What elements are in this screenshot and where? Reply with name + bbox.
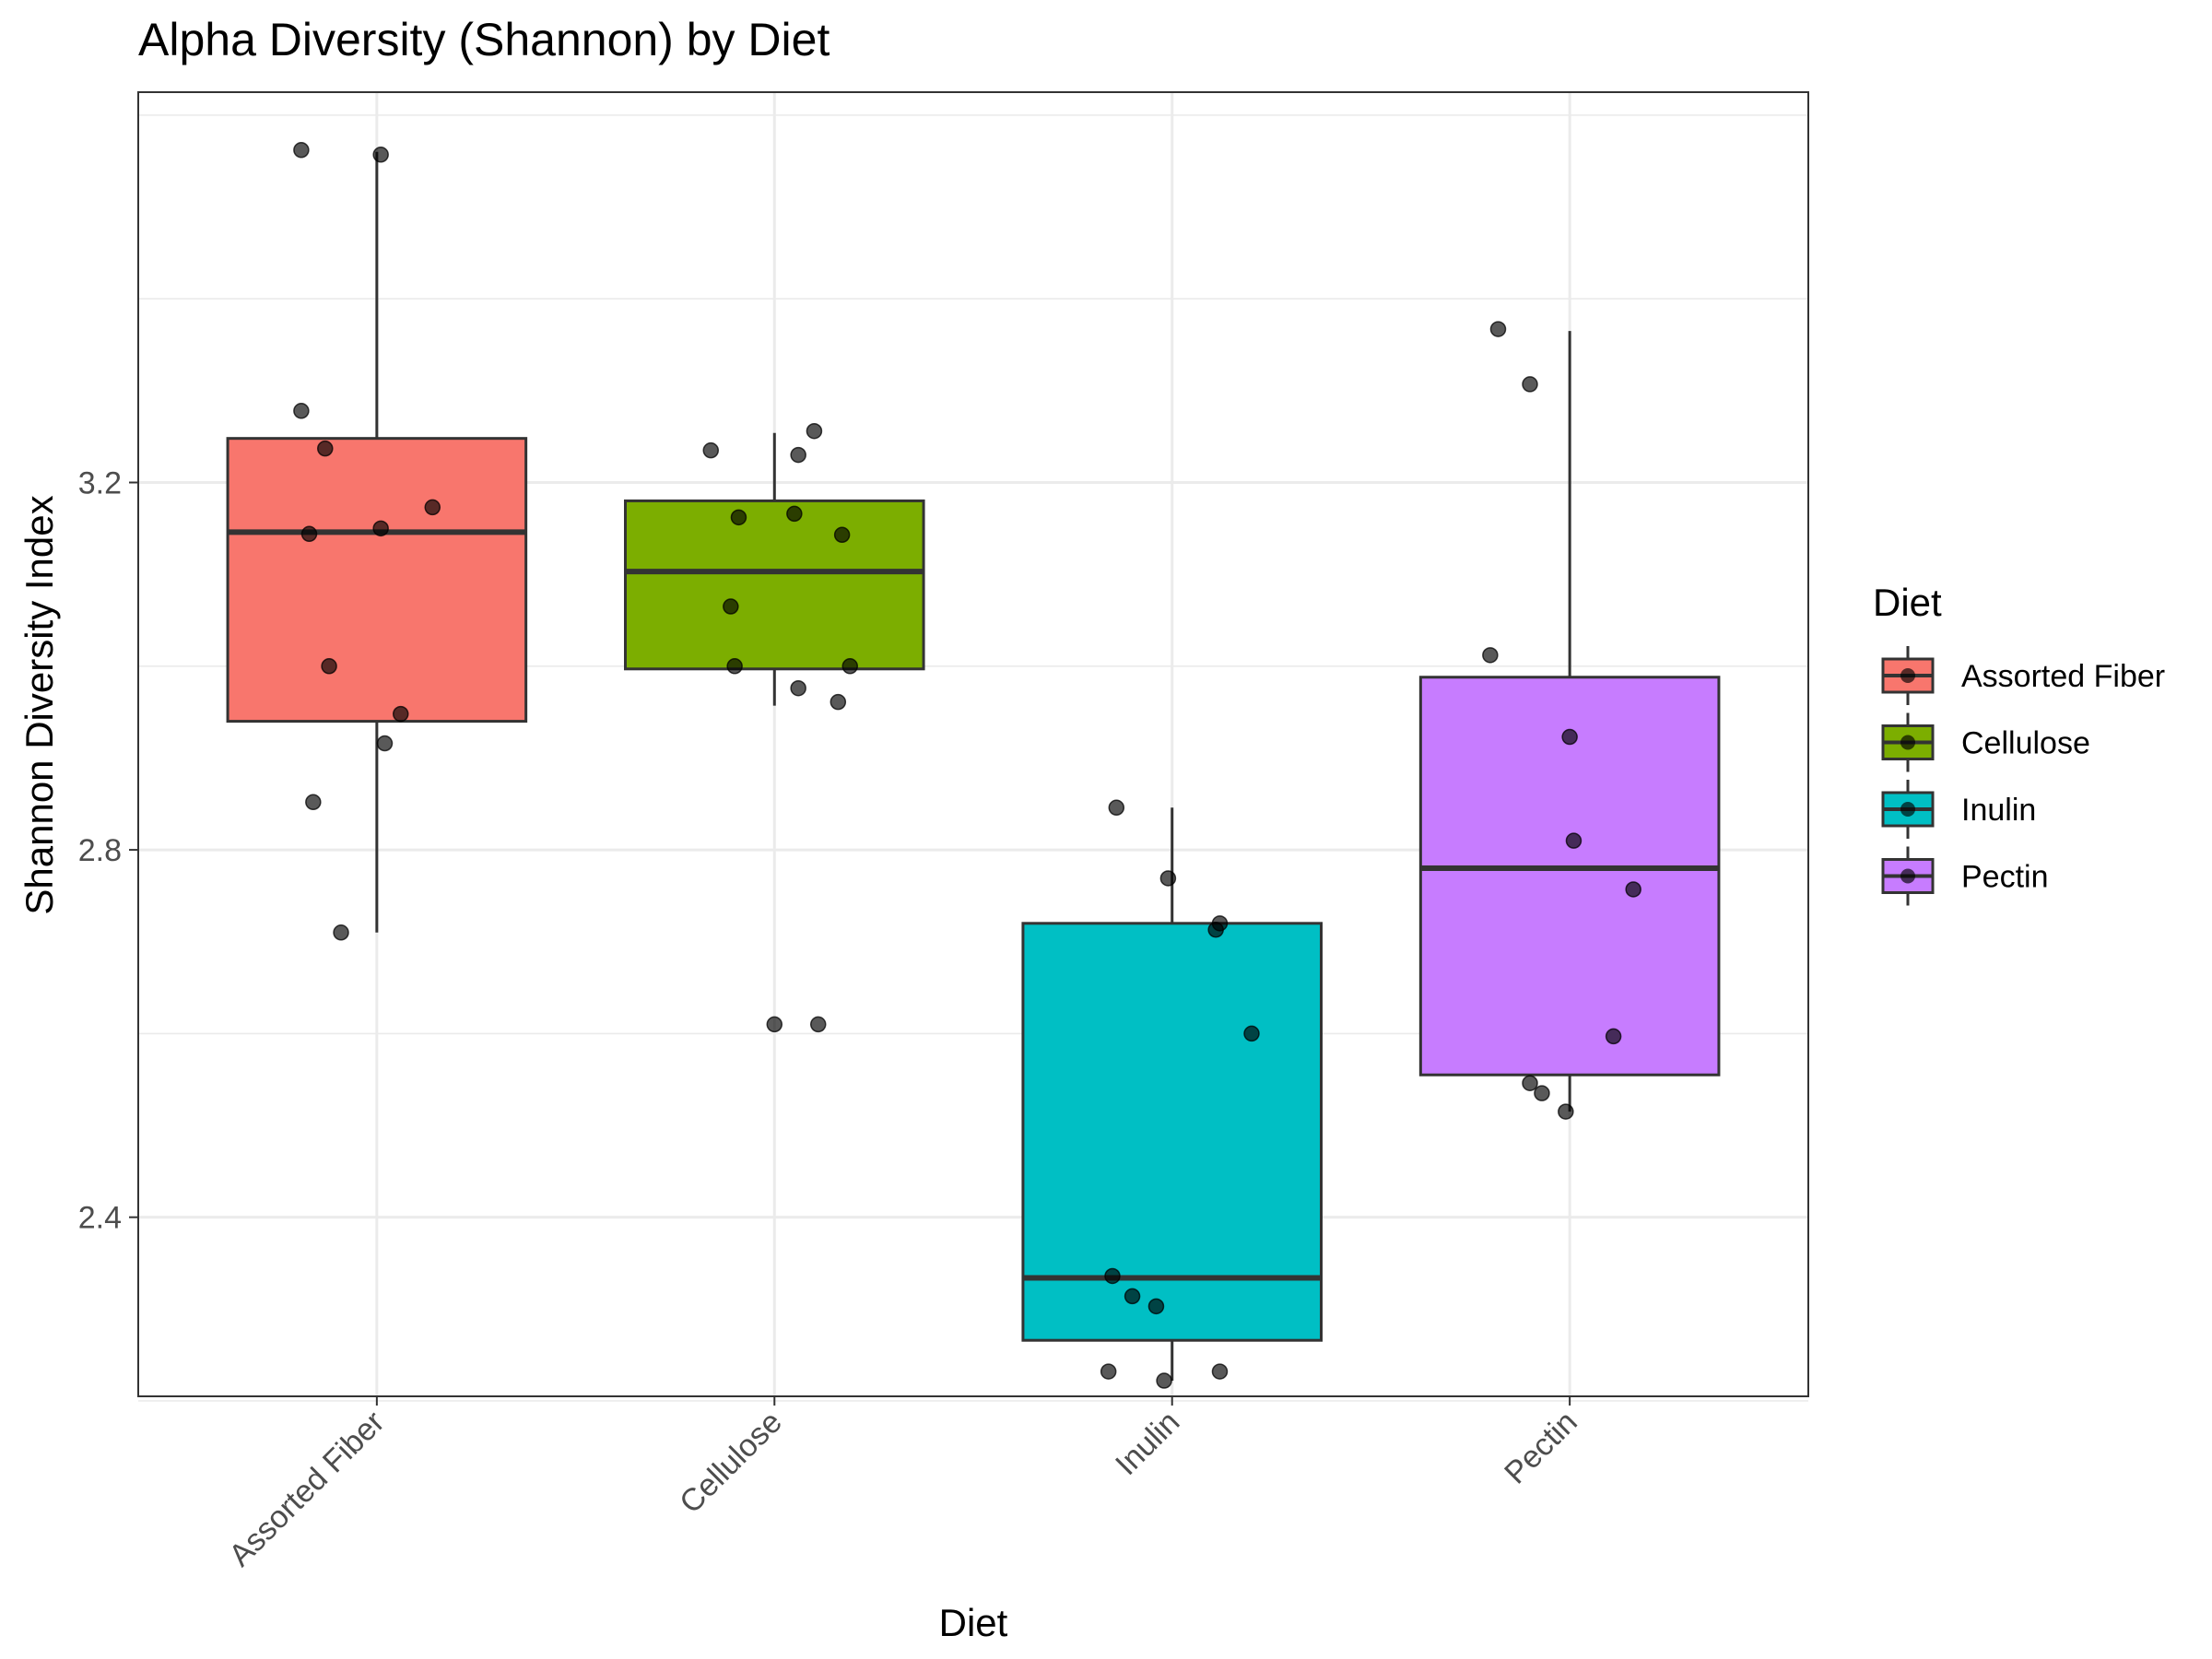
data-point <box>293 142 310 159</box>
legend-key-point <box>1900 668 1915 683</box>
x-axis-title: Diet <box>939 1601 1008 1644</box>
data-point <box>830 693 847 711</box>
legend-item: Assorted Fiber <box>1881 646 2165 705</box>
legend-key-point <box>1900 868 1915 884</box>
legend-title: Diet <box>1873 581 1942 624</box>
data-point <box>305 794 322 811</box>
data-point <box>790 679 806 697</box>
box-iqr <box>624 499 925 671</box>
data-points <box>293 142 1641 1389</box>
legend-label: Cellulose <box>1961 726 2090 761</box>
data-point <box>1124 1288 1141 1305</box>
data-point <box>841 658 859 675</box>
data-point <box>1558 1103 1574 1120</box>
box-iqr <box>226 437 528 724</box>
data-point <box>806 422 823 440</box>
box-iqr <box>1021 922 1324 1342</box>
data-point <box>1243 1025 1260 1042</box>
x-tick-label: Inulin <box>1109 1405 1186 1482</box>
y-tick-label: 2.8 <box>78 833 122 868</box>
data-point <box>372 520 389 537</box>
legend-item: Cellulose <box>1881 712 2090 772</box>
y-axis-title: Shannon Diversity Index <box>18 495 61 914</box>
x-tick-label: Cellulose <box>673 1405 789 1521</box>
x-tick-label: Pectin <box>1498 1405 1584 1491</box>
data-point <box>766 1016 783 1033</box>
data-point <box>1211 1363 1229 1380</box>
data-point <box>1565 832 1583 849</box>
y-tick-label: 2.4 <box>78 1201 122 1236</box>
data-point <box>1489 321 1507 337</box>
data-point <box>333 924 349 941</box>
data-point <box>424 499 441 516</box>
legend-item: Pectin <box>1881 846 2049 906</box>
data-point <box>790 446 806 464</box>
data-point <box>723 598 739 615</box>
data-point <box>1534 1085 1550 1101</box>
boxes <box>226 151 1721 1382</box>
data-point <box>726 658 743 675</box>
data-point <box>786 505 803 523</box>
data-point <box>1147 1298 1165 1315</box>
data-point <box>372 147 389 163</box>
legend-key-point <box>1900 735 1915 750</box>
legend-label: Pectin <box>1961 860 2049 895</box>
box-inulin <box>1021 807 1324 1382</box>
data-point <box>1100 1363 1117 1380</box>
chart-title: Alpha Diversity (Shannon) by Diet <box>138 14 830 65</box>
data-point <box>1207 922 1224 938</box>
data-point <box>300 525 318 543</box>
data-point <box>293 403 310 419</box>
data-point <box>317 440 334 457</box>
data-point <box>1522 1075 1538 1091</box>
data-point <box>321 658 337 675</box>
data-point <box>702 441 720 459</box>
box-pectin <box>1418 331 1721 1112</box>
y-tick-label: 3.2 <box>78 466 122 501</box>
legend-key-point <box>1900 802 1915 817</box>
data-point <box>833 526 851 544</box>
data-point <box>1104 1267 1121 1285</box>
plot-panel-border <box>137 91 1809 1397</box>
box-assorted-fiber <box>226 151 528 933</box>
data-point <box>1482 647 1499 664</box>
box-cellulose <box>624 432 925 706</box>
data-point <box>1522 376 1538 393</box>
legend: Diet Assorted Fiber Cellulose Inulin Pectin <box>1873 581 2165 906</box>
data-point <box>1605 1028 1622 1045</box>
x-tick-label: Assorted Fiber <box>222 1405 391 1573</box>
legend-label: Inulin <box>1961 793 2036 828</box>
data-point <box>392 705 409 723</box>
data-point <box>1159 870 1177 887</box>
data-point <box>1625 881 1641 898</box>
data-point <box>376 735 394 752</box>
data-point <box>809 1016 827 1033</box>
legend-item: Inulin <box>1881 780 2036 839</box>
legend-label: Assorted Fiber <box>1961 659 2165 694</box>
data-point <box>1108 799 1125 817</box>
data-point <box>1156 1372 1172 1389</box>
data-point <box>1561 728 1578 746</box>
data-point <box>730 509 747 526</box>
